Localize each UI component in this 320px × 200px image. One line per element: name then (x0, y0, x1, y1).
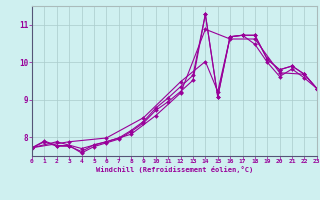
X-axis label: Windchill (Refroidissement éolien,°C): Windchill (Refroidissement éolien,°C) (96, 166, 253, 173)
